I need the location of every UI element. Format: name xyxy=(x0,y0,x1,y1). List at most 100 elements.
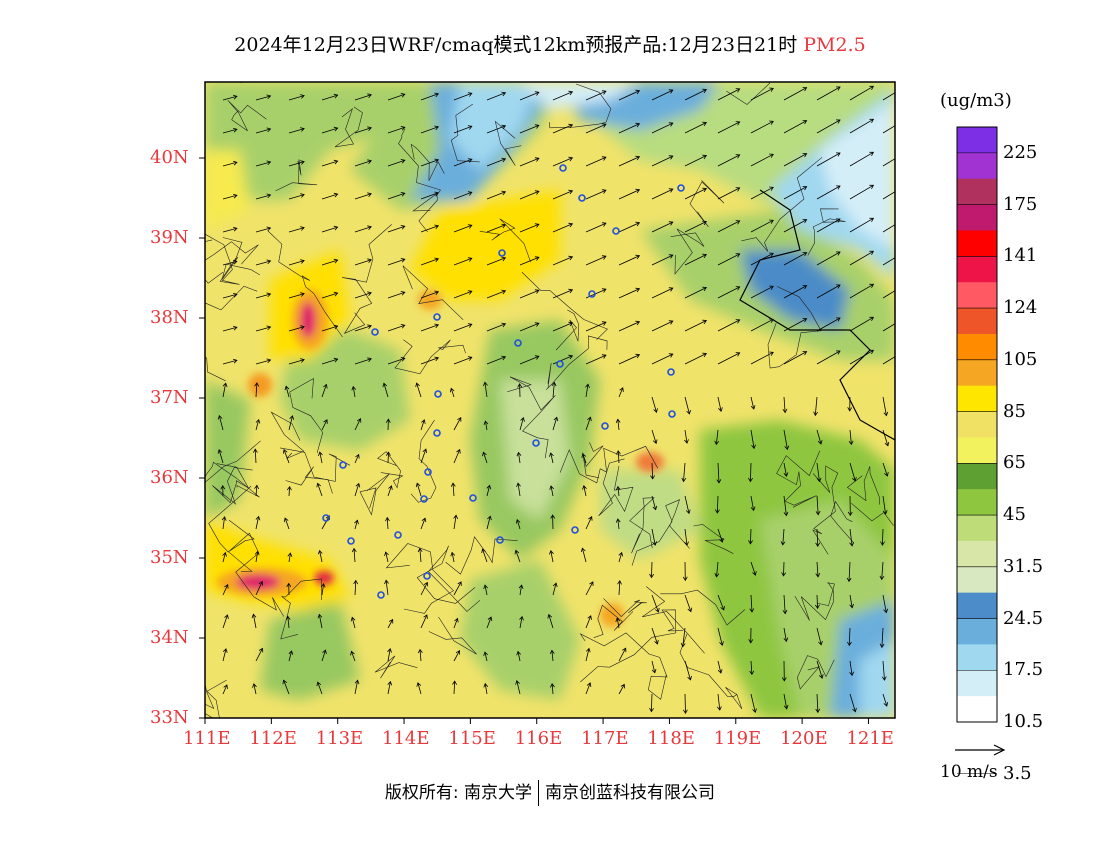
wind-vector xyxy=(288,486,290,497)
wind-vector xyxy=(519,322,540,332)
county-boundary xyxy=(205,356,226,382)
wind-vector xyxy=(288,161,305,167)
wind-arrowhead xyxy=(735,154,741,159)
wind-arrowhead xyxy=(501,289,507,295)
wind-arrowhead xyxy=(333,324,339,330)
wind-vector xyxy=(288,95,305,101)
wind-arrowhead xyxy=(501,223,507,229)
wind-vector xyxy=(816,284,841,299)
wind-vector xyxy=(617,419,620,431)
wind-arrowhead xyxy=(781,677,787,682)
wind-arrowhead xyxy=(702,286,708,292)
wind-arrowhead xyxy=(752,708,757,714)
wind-arrowhead xyxy=(835,284,841,289)
wind-vector xyxy=(618,648,627,662)
wind-arrowhead xyxy=(400,93,406,98)
wind-vector xyxy=(750,561,756,576)
wind-vector xyxy=(353,548,356,563)
wind-vector xyxy=(486,323,506,332)
county-boundary xyxy=(398,128,441,197)
wind-vector xyxy=(684,254,707,266)
wind-arrowhead xyxy=(286,485,292,491)
wind-vector xyxy=(783,396,786,413)
footer-divider xyxy=(538,780,540,806)
wind-vector xyxy=(651,89,673,101)
wind-vector xyxy=(783,318,807,332)
county-boundary xyxy=(579,632,668,700)
wind-vector xyxy=(618,354,640,365)
legend-label: 65 xyxy=(1003,452,1026,474)
wind-arrowhead xyxy=(467,158,473,163)
county-boundary xyxy=(205,667,215,710)
wind-arrowhead xyxy=(869,316,875,321)
wind-arrowhead xyxy=(635,320,641,326)
wind-arrowhead xyxy=(568,189,574,195)
wind-arrowhead xyxy=(680,642,686,648)
footer-left: 版权所有: 南京大学 xyxy=(384,783,533,803)
county-boundary xyxy=(279,447,351,482)
wind-vector xyxy=(881,561,884,580)
county-boundary xyxy=(851,502,895,526)
wind-arrowhead xyxy=(835,251,841,256)
wind-vector xyxy=(849,462,856,482)
wind-arrowhead xyxy=(769,153,774,158)
wind-arrowhead xyxy=(719,641,724,646)
colorbar-swatch xyxy=(957,178,997,206)
city-marker xyxy=(433,313,441,321)
wind-scale-label: 10 m/s xyxy=(940,762,998,782)
wind-vector xyxy=(816,86,841,101)
wind-vector xyxy=(288,260,305,266)
county-boundary xyxy=(521,271,608,340)
wind-vector xyxy=(321,292,338,299)
wind-vector xyxy=(750,351,774,365)
wind-vector xyxy=(683,462,686,482)
wind-vector xyxy=(684,429,688,444)
wind-vector xyxy=(651,594,659,613)
county-boundary xyxy=(776,450,821,508)
wind-arrowhead xyxy=(615,418,621,424)
wind-arrowhead xyxy=(635,287,641,293)
wind-arrowhead xyxy=(668,254,674,259)
wind-vector xyxy=(354,127,372,134)
wind-vector xyxy=(486,485,490,497)
wind-vector xyxy=(222,614,228,629)
wind-vector xyxy=(519,355,540,365)
county-boundary xyxy=(267,230,343,338)
wind-vector xyxy=(288,227,305,233)
county-boundary xyxy=(807,208,846,256)
wind-vector xyxy=(651,287,673,299)
wind-vector xyxy=(717,286,740,299)
wind-vector xyxy=(750,528,752,544)
wind-vector xyxy=(849,250,874,266)
wind-arrowhead xyxy=(802,120,808,125)
county-boundary xyxy=(385,543,454,614)
wind-arrowhead xyxy=(217,449,223,454)
wind-vector xyxy=(288,326,305,332)
wind-arrowhead xyxy=(516,482,521,488)
wind-arrowhead xyxy=(668,353,674,358)
wind-arrowhead xyxy=(585,647,591,653)
wind-arrowhead xyxy=(519,615,524,621)
wind-arrowhead xyxy=(467,191,473,196)
wind-vector xyxy=(651,155,673,167)
wind-vector xyxy=(222,359,238,365)
lat-label: 37N xyxy=(150,387,189,408)
wind-vector xyxy=(849,217,874,233)
wind-arrowhead xyxy=(300,94,305,99)
wind-arrowhead xyxy=(350,650,355,656)
wind-arrowhead xyxy=(668,287,674,292)
wind-vector xyxy=(585,417,591,431)
county-boundary xyxy=(221,237,260,280)
wind-vector xyxy=(255,326,271,332)
wind-arrowhead xyxy=(534,223,540,228)
county-boundary xyxy=(830,500,854,543)
wind-arrowhead xyxy=(668,320,674,325)
wind-arrowhead xyxy=(322,649,327,655)
wind-vector xyxy=(816,429,822,445)
wind-arrowhead xyxy=(735,286,741,291)
wind-vector xyxy=(651,495,657,510)
wind-vector xyxy=(453,257,472,266)
wind-arrowhead xyxy=(617,580,622,585)
wind-vector xyxy=(486,224,506,233)
wind-arrowhead xyxy=(601,189,607,194)
